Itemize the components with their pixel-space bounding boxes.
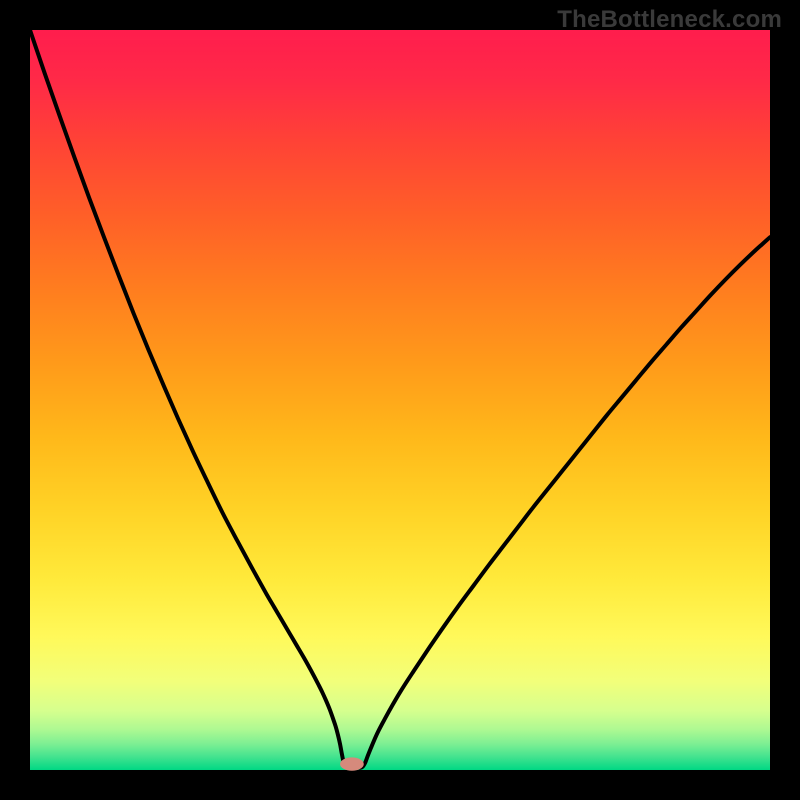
chart-stage: TheBottleneck.com [0,0,800,800]
min-marker [340,757,364,770]
watermark-text: TheBottleneck.com [557,6,782,34]
bottleneck-chart [0,0,800,800]
plot-panel [30,30,770,770]
